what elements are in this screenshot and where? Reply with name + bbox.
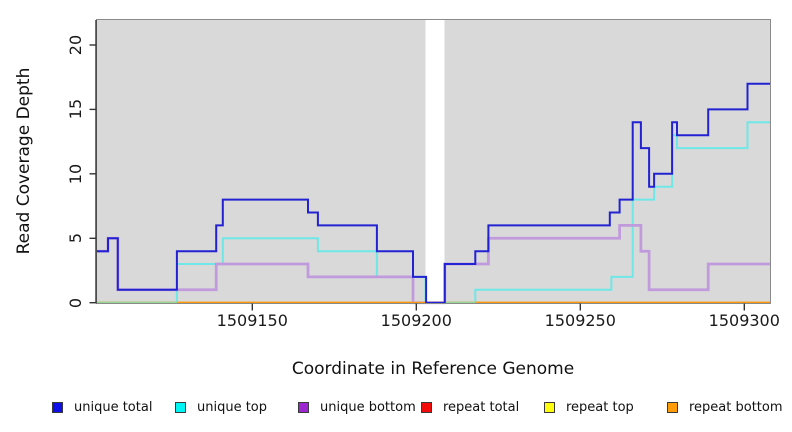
legend-label: unique total	[74, 399, 153, 415]
series-line-unique-total	[96, 82, 771, 304]
y-tick-label: 10	[66, 163, 85, 184]
legend: unique total unique top unique bottom repea…	[0, 398, 792, 418]
legend-label: repeat bottom	[689, 399, 783, 415]
legend-item-unique-total: unique total	[52, 398, 152, 416]
legend-swatch-repeat-total	[421, 401, 432, 413]
legend-swatch-unique-total	[52, 401, 63, 413]
coverage-gap-region	[425, 19, 445, 304]
y-tick-label: 0	[66, 297, 85, 308]
legend-swatch-repeat-top	[544, 401, 555, 413]
y-tick-label: 5	[66, 233, 85, 244]
legend-item-unique-top: unique top	[175, 398, 267, 416]
legend-swatch-unique-bottom	[298, 401, 309, 413]
legend-item-unique-bottom: unique bottom	[298, 398, 416, 416]
legend-item-repeat-top: repeat top	[544, 398, 634, 416]
x-tick-label: 1509250	[544, 311, 616, 330]
legend-item-repeat-total: repeat total	[421, 398, 519, 416]
x-tick-label: 1509150	[216, 311, 288, 330]
legend-item-repeat-bottom: repeat bottom	[667, 398, 783, 416]
y-axis-title: Read Coverage Depth	[14, 67, 34, 255]
legend-label: repeat top	[566, 399, 634, 415]
legend-label: repeat total	[443, 399, 520, 415]
legend-label: unique bottom	[320, 399, 416, 415]
y-tick-label: 15	[66, 99, 85, 120]
legend-swatch-repeat-bottom	[667, 401, 678, 413]
legend-label: unique top	[197, 399, 268, 415]
x-tick-label: 1509300	[708, 311, 780, 330]
x-axis-title: Coordinate in Reference Genome	[291, 359, 575, 379]
x-tick-label: 1509200	[380, 311, 452, 330]
y-tick-label: 20	[66, 34, 85, 56]
legend-swatch-unique-top	[175, 401, 186, 413]
